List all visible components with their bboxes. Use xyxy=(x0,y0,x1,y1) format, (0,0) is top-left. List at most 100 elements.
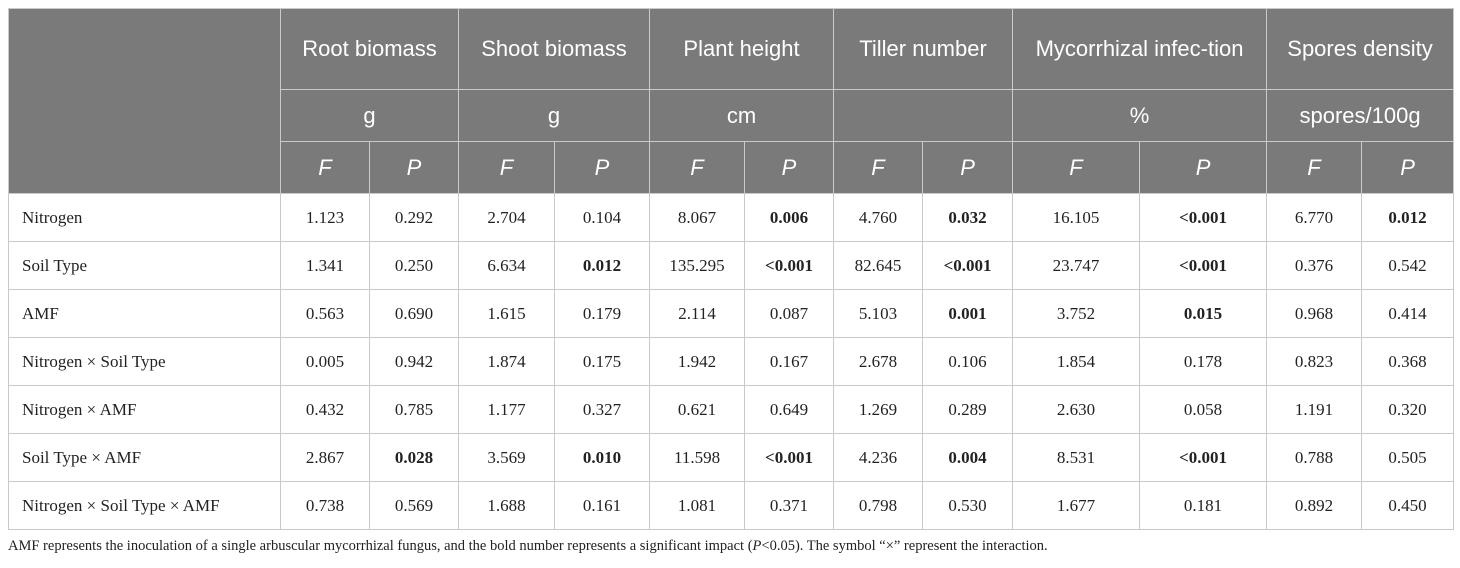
row-label: AMF xyxy=(8,289,281,338)
f-value-cell: 1.688 xyxy=(458,481,556,530)
group-header-plant-height: Plant height xyxy=(649,8,835,90)
table-row: Nitrogen 1.123 0.292 2.704 0.104 8.067 0.006 4.… xyxy=(8,193,1455,242)
f-value-cell: 1.854 xyxy=(1012,337,1141,386)
f-value-cell: 1.942 xyxy=(649,337,746,386)
p-value-header: P xyxy=(922,141,1014,194)
p-value-cell: 0.006 xyxy=(744,193,835,242)
p-value-cell: 0.015 xyxy=(1139,289,1268,338)
f-value-cell: 1.191 xyxy=(1266,385,1363,434)
p-value-cell: 0.530 xyxy=(922,481,1014,530)
f-value-cell: 8.067 xyxy=(649,193,746,242)
table-row: Nitrogen × Soil Type × AMF 0.738 0.569 1.68… xyxy=(8,481,1455,530)
p-value-cell: 0.649 xyxy=(744,385,835,434)
group-header-mycorrhizal-infection: Mycorrhizal infec-tion xyxy=(1012,8,1268,90)
table-row: Soil Type 1.341 0.250 6.634 0.012 135.295 <0.0… xyxy=(8,241,1455,290)
table-row: AMF 0.563 0.690 1.615 0.179 2.114 0.087 5.103 0.… xyxy=(8,289,1455,338)
group-header-shoot-biomass: Shoot biomass xyxy=(458,8,651,90)
table-body: Nitrogen 1.123 0.292 2.704 0.104 8.067 0.006 4.… xyxy=(8,193,1455,530)
p-value-cell: 0.181 xyxy=(1139,481,1268,530)
f-value-cell: 0.376 xyxy=(1266,241,1363,290)
p-value-cell: 0.167 xyxy=(744,337,835,386)
p-value-cell: 0.175 xyxy=(554,337,651,386)
f-stat-header: F xyxy=(833,141,924,194)
f-value-cell: 135.295 xyxy=(649,241,746,290)
f-value-cell: 0.005 xyxy=(280,337,370,386)
p-value-cell: 0.690 xyxy=(368,289,460,338)
table-footnote: AMF represents the inoculation of a sing… xyxy=(8,538,1453,555)
p-value-cell: 0.028 xyxy=(368,433,460,482)
f-value-cell: 4.760 xyxy=(833,193,924,242)
p-value-cell: 0.104 xyxy=(554,193,651,242)
footnote-text-end: <0.05). The symbol “×” represent the int… xyxy=(761,538,1048,554)
p-value-cell: 0.450 xyxy=(1361,481,1455,530)
footnote-text: AMF represents the inoculation of a sing… xyxy=(8,538,753,554)
header-row-units: g g cm % spores/100g xyxy=(9,89,1455,142)
f-stat-header: F xyxy=(280,141,370,194)
f-value-cell: 0.621 xyxy=(649,385,746,434)
f-value-cell: 82.645 xyxy=(833,241,924,290)
p-value-cell: 0.087 xyxy=(744,289,835,338)
p-value-cell: 0.004 xyxy=(922,433,1014,482)
table-row: Soil Type × AMF 2.867 0.028 3.569 0.010 11.59… xyxy=(8,433,1455,482)
p-value-cell: 0.785 xyxy=(368,385,460,434)
p-value-cell: 0.320 xyxy=(1361,385,1455,434)
f-value-cell: 5.103 xyxy=(833,289,924,338)
p-value-cell: 0.942 xyxy=(368,337,460,386)
unit-header: % xyxy=(1012,89,1268,142)
f-value-cell: 2.704 xyxy=(458,193,556,242)
f-value-cell: 0.788 xyxy=(1266,433,1363,482)
p-value-cell: 0.327 xyxy=(554,385,651,434)
stub-header xyxy=(8,8,281,194)
p-value-cell: 0.161 xyxy=(554,481,651,530)
f-stat-header: F xyxy=(1266,141,1363,194)
f-value-cell: 0.563 xyxy=(280,289,370,338)
header-row-labels: Root biomass Shoot biomass Plant height … xyxy=(8,8,1455,194)
p-value-cell: <0.001 xyxy=(1139,433,1268,482)
p-value-header: P xyxy=(554,141,651,194)
table-row: Nitrogen × Soil Type 0.005 0.942 1.874 0.175… xyxy=(8,337,1455,386)
p-value-cell: 0.178 xyxy=(1139,337,1268,386)
row-label: Soil Type xyxy=(8,241,281,290)
p-value-cell: 0.010 xyxy=(554,433,651,482)
unit-header: spores/100g xyxy=(1266,89,1455,142)
p-value-cell: 0.292 xyxy=(368,193,460,242)
f-value-cell: 2.867 xyxy=(280,433,370,482)
p-value-header: P xyxy=(1139,141,1268,194)
f-value-cell: 1.177 xyxy=(458,385,556,434)
row-label: Nitrogen × AMF xyxy=(8,385,281,434)
f-value-cell: 0.968 xyxy=(1266,289,1363,338)
p-value-cell: <0.001 xyxy=(1139,193,1268,242)
f-value-cell: 4.236 xyxy=(833,433,924,482)
p-value-cell: 0.012 xyxy=(1361,193,1455,242)
f-value-cell: 3.752 xyxy=(1012,289,1141,338)
f-value-cell: 2.630 xyxy=(1012,385,1141,434)
p-value-cell: <0.001 xyxy=(744,241,835,290)
p-value-cell: 0.179 xyxy=(554,289,651,338)
p-value-cell: 0.368 xyxy=(1361,337,1455,386)
f-stat-header: F xyxy=(649,141,746,194)
p-value-cell: 0.001 xyxy=(922,289,1014,338)
f-value-cell: 0.432 xyxy=(280,385,370,434)
p-value-header: P xyxy=(1361,141,1455,194)
unit-header: cm xyxy=(649,89,835,142)
f-value-cell: 0.892 xyxy=(1266,481,1363,530)
f-value-cell: 2.678 xyxy=(833,337,924,386)
f-value-cell: 8.531 xyxy=(1012,433,1141,482)
anova-table: Root biomass Shoot biomass Plant height … xyxy=(8,8,1455,530)
f-value-cell: 6.770 xyxy=(1266,193,1363,242)
p-value-cell: 0.542 xyxy=(1361,241,1455,290)
f-value-cell: 6.634 xyxy=(458,241,556,290)
f-value-cell: 0.738 xyxy=(280,481,370,530)
p-value-header: P xyxy=(368,141,460,194)
group-header-root-biomass: Root biomass xyxy=(279,8,460,90)
f-value-cell: 1.874 xyxy=(458,337,556,386)
f-stat-header: F xyxy=(458,141,556,194)
f-value-cell: 1.615 xyxy=(458,289,556,338)
p-value-cell: 0.058 xyxy=(1139,385,1268,434)
p-value-cell: 0.505 xyxy=(1361,433,1455,482)
p-value-cell: 0.371 xyxy=(744,481,835,530)
p-value-cell: 0.106 xyxy=(922,337,1014,386)
f-stat-header: F xyxy=(1012,141,1141,194)
p-value-cell: <0.001 xyxy=(1139,241,1268,290)
p-value-cell: 0.569 xyxy=(368,481,460,530)
